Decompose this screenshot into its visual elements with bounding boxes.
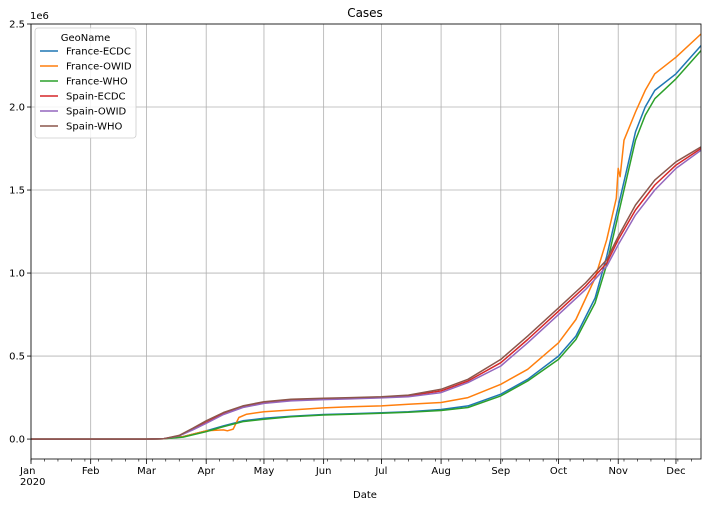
plot-frame — [30, 23, 702, 460]
x-tick-label: Jan — [19, 466, 35, 477]
series-lines — [31, 33, 701, 440]
x-tick-label: Jul — [374, 466, 387, 477]
legend-box — [34, 27, 137, 139]
legend-label: France-OWID — [66, 62, 132, 73]
x-tick-label: Apr — [198, 466, 216, 477]
y-tick-label: 0.5 — [9, 352, 25, 363]
y-axis: 0.0 0.5 1.0 1.5 2.0 2.5 — [9, 20, 31, 446]
x-tick-label: Mar — [137, 466, 157, 477]
x-year-label: 2020 — [20, 477, 45, 488]
series-line-france-ecdc — [31, 45, 701, 440]
series-line-spain-owid — [31, 149, 701, 440]
x-tick-label: Feb — [82, 466, 100, 477]
x-tick-label: Nov — [608, 466, 628, 477]
chart-title: Cases — [347, 6, 383, 20]
x-tick-label: May — [254, 466, 275, 477]
legend-label: Spain-OWID — [66, 107, 127, 118]
y-tick-label: 1.5 — [9, 186, 25, 197]
x-axis-label: Date — [353, 490, 377, 501]
x-tick-label: Oct — [550, 466, 567, 477]
series-line-france-owid — [31, 33, 701, 440]
legend-label: Spain-ECDC — [66, 92, 126, 103]
series-line-spain-who — [31, 146, 701, 440]
x-tick-label: Dec — [666, 466, 685, 477]
legend-label: France-WHO — [66, 77, 128, 88]
x-axis: Jan Feb Mar Apr May Jun Jul Aug Sep Oct Nov Dec — [19, 459, 686, 477]
x-tick-label: Jun — [315, 466, 332, 477]
x-tick-label: Aug — [431, 466, 451, 477]
y-offset-label: 1e6 — [30, 11, 49, 22]
y-tick-label: 2.5 — [9, 20, 25, 31]
y-tick-label: 1.0 — [9, 269, 25, 280]
legend: GeoName France-ECDC France-OWID France-WHO… — [34, 27, 137, 139]
y-tick-label: 0.0 — [9, 435, 25, 446]
legend-label: France-ECDC — [66, 47, 131, 58]
y-tick-label: 2.0 — [9, 103, 25, 114]
legend-title: GeoName — [61, 33, 111, 44]
series-line-france-who — [31, 50, 701, 440]
legend-label: Spain-WHO — [66, 122, 123, 133]
series-line-spain-ecdc — [31, 147, 701, 440]
x-tick-label: Sep — [491, 466, 510, 477]
